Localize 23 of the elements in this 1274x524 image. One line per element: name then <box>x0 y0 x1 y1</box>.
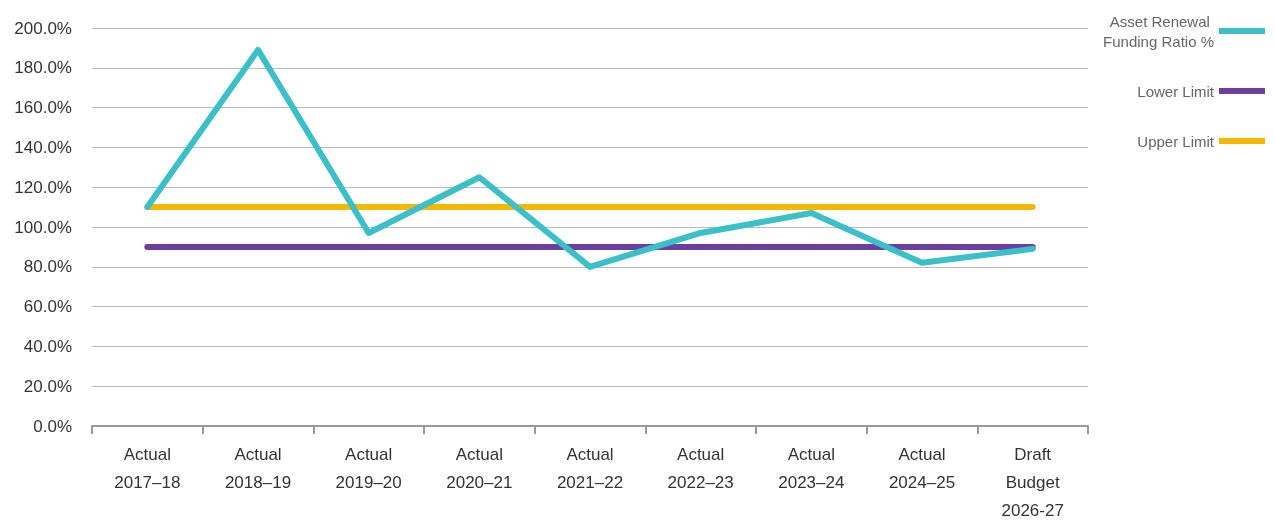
y-tick-label: 120.0% <box>14 177 72 197</box>
x-tick-label: Actual 2024–25 <box>888 444 956 492</box>
y-tick-label: 80.0% <box>23 257 72 277</box>
y-tick-label: 20.0% <box>23 376 72 396</box>
x-tick-label: Actual 2018–19 <box>224 444 292 492</box>
x-tick-label: Actual 2019–20 <box>335 444 402 492</box>
x-tick-label: Actual 2017–18 <box>114 444 181 492</box>
y-tick-label: 160.0% <box>14 98 72 118</box>
x-tick-label: Actual 2023–24 <box>778 444 845 492</box>
x-tick-label: Actual 2020–21 <box>446 444 513 492</box>
x-tick-label: Actual 2022–23 <box>667 444 734 492</box>
legend-label: Asset Renewal Funding Ratio % <box>1103 12 1214 50</box>
x-tick-label: Draft Budget 2026-27 <box>1001 444 1064 520</box>
y-tick-label: 100.0% <box>14 217 72 237</box>
y-tick-label: 140.0% <box>14 137 72 157</box>
y-tick-label: 200.0% <box>14 18 72 38</box>
y-tick-label: 60.0% <box>23 297 72 317</box>
y-tick-label: 180.0% <box>14 58 72 78</box>
y-tick-label: 40.0% <box>23 336 72 356</box>
legend-label: Upper Limit <box>1137 132 1215 150</box>
x-tick-label: Actual 2021–22 <box>556 444 624 492</box>
y-tick-label: 0.0% <box>33 416 72 436</box>
legend-label: Lower Limit <box>1137 82 1215 100</box>
